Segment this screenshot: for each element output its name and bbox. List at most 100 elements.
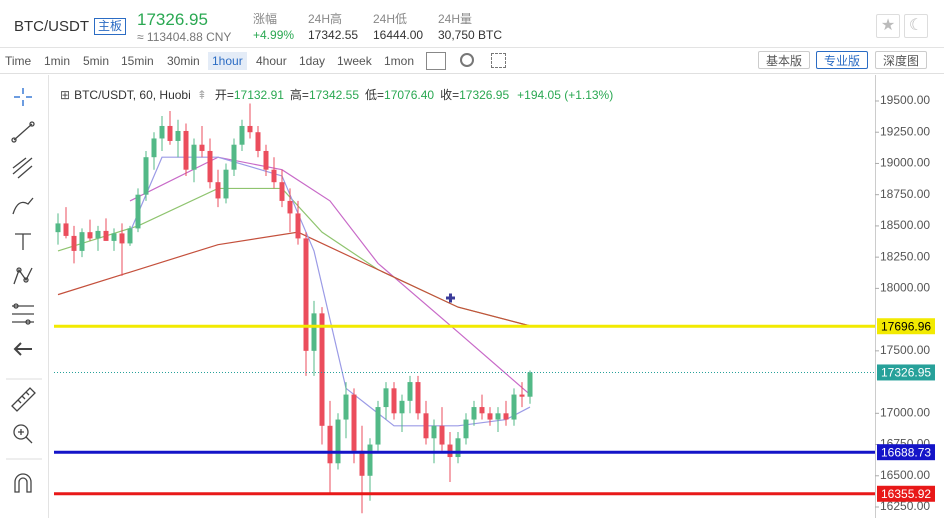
y-tick-label: 19000.00 [880,156,930,170]
crosshair-tool[interactable] [14,88,32,106]
brush-tool[interactable] [12,197,34,215]
interval-tab[interactable]: 4hour [256,54,287,68]
candle-body [303,238,309,351]
view-button[interactable]: 专业版 [816,51,868,69]
stat-label: 涨幅 [253,12,278,26]
moving-average [57,187,531,327]
candle-body [63,223,69,236]
y-tick-label: 17500.00 [880,343,930,357]
interval-tab[interactable]: Time [5,54,32,68]
price-tag-label: 17326.95 [881,366,931,380]
back-tool[interactable] [13,342,32,356]
board-badge[interactable]: 主板 [94,18,127,35]
candle-body [103,230,109,241]
interval-tab[interactable]: 30min [167,54,200,68]
candle-body [175,130,181,141]
candle-body [95,230,101,239]
interval-tab[interactable]: 1mon [384,54,415,68]
y-tick-label: 17000.00 [880,405,930,419]
y-tick-label: 18750.00 [880,187,930,201]
candle-body [511,394,517,420]
legend-item: 17326.95 [459,88,509,102]
candle-body [479,407,485,414]
line-tool[interactable] [11,121,35,143]
candle-body [487,413,493,420]
candle-body [295,213,301,239]
candle-body [111,233,117,241]
candle-body [439,425,445,445]
legend-item: 17132.91 [234,88,284,102]
candle-body [527,372,533,397]
legend-menu: ⇞ [197,88,207,102]
legend-item: BTC/USDT, 60, Huobi [74,88,191,102]
candle-body [223,169,229,199]
y-tick-label: 19250.00 [880,124,930,138]
drawing-anchor [446,293,455,303]
legend-icon: ⊞ [60,88,70,102]
theme-button[interactable]: ☾ [904,14,928,38]
candle-body [279,182,285,201]
y-tick-label: 19500.00 [880,93,930,107]
stat-value: 17342.55 [308,28,359,42]
chart-type-button[interactable] [426,52,446,70]
moving-average [57,231,531,327]
ruler-tool[interactable] [11,387,36,412]
stat-label: 24H高 [308,12,343,26]
candle-body [463,419,469,439]
candle-body [383,388,389,408]
magnet-tool[interactable] [14,473,32,493]
candle-body [471,407,477,420]
y-tick-label: 16500.00 [880,468,930,482]
favorite-button[interactable]: ★ [876,14,900,38]
interval-tab[interactable]: 15min [121,54,154,68]
candle-body [191,144,197,170]
candle-body [391,388,397,414]
candle-body [159,125,165,139]
candle-body [351,394,357,451]
settings-button[interactable] [460,53,474,67]
candle-body [359,450,365,476]
candle-body [399,400,405,414]
interval-tab[interactable]: 1min [44,54,71,68]
fib-tool[interactable] [12,303,34,325]
legend-item: +194.05 (+1.13%) [517,88,613,102]
candle-body [183,130,189,170]
candle-body [455,438,461,458]
view-button[interactable]: 深度图 [875,51,927,69]
candle-body [135,194,141,229]
y-tick-label: 18250.00 [880,249,930,263]
interval-tab[interactable]: 1day [299,54,326,68]
candle-body [71,235,77,251]
pair: BTC/USDT [14,18,89,35]
interval-tab[interactable]: 1hour [208,52,247,70]
ohlc-legend: ⊞ BTC/USDT, 60, Huobi ⇞ 开=17132.91 高=17342.5… [60,87,613,102]
candle-body [271,169,277,183]
price-tag-label: 17696.96 [881,319,931,333]
candle-body [311,313,317,351]
moving-average [129,156,531,396]
y-tick-label: 16250.00 [880,499,930,513]
zoom-tool[interactable] [13,424,33,444]
moving-average [129,156,531,427]
candle-body [143,157,149,195]
stat-value: +4.99% [253,28,295,42]
candle-body [239,125,245,145]
screenshot-button[interactable] [491,53,506,68]
candle-body [55,223,61,233]
candle-body [247,125,253,133]
candle-body [199,144,205,151]
candle-body [335,419,341,464]
price-tag [877,364,935,381]
legend-item: 开= [215,88,234,102]
interval-tab[interactable]: 1week [337,54,372,68]
pattern-tool[interactable] [13,267,33,285]
text-tool[interactable] [15,233,31,250]
price-tag [877,485,935,502]
candle-body [255,132,261,151]
interval-tab[interactable]: 5min [83,54,110,68]
view-button[interactable]: 基本版 [758,51,810,69]
channel-tool[interactable] [12,157,33,179]
toolbar: Time 1min 5min 15min 30min 1hour 4hour 1day 1wee… [0,48,944,74]
candle-body [343,394,349,420]
